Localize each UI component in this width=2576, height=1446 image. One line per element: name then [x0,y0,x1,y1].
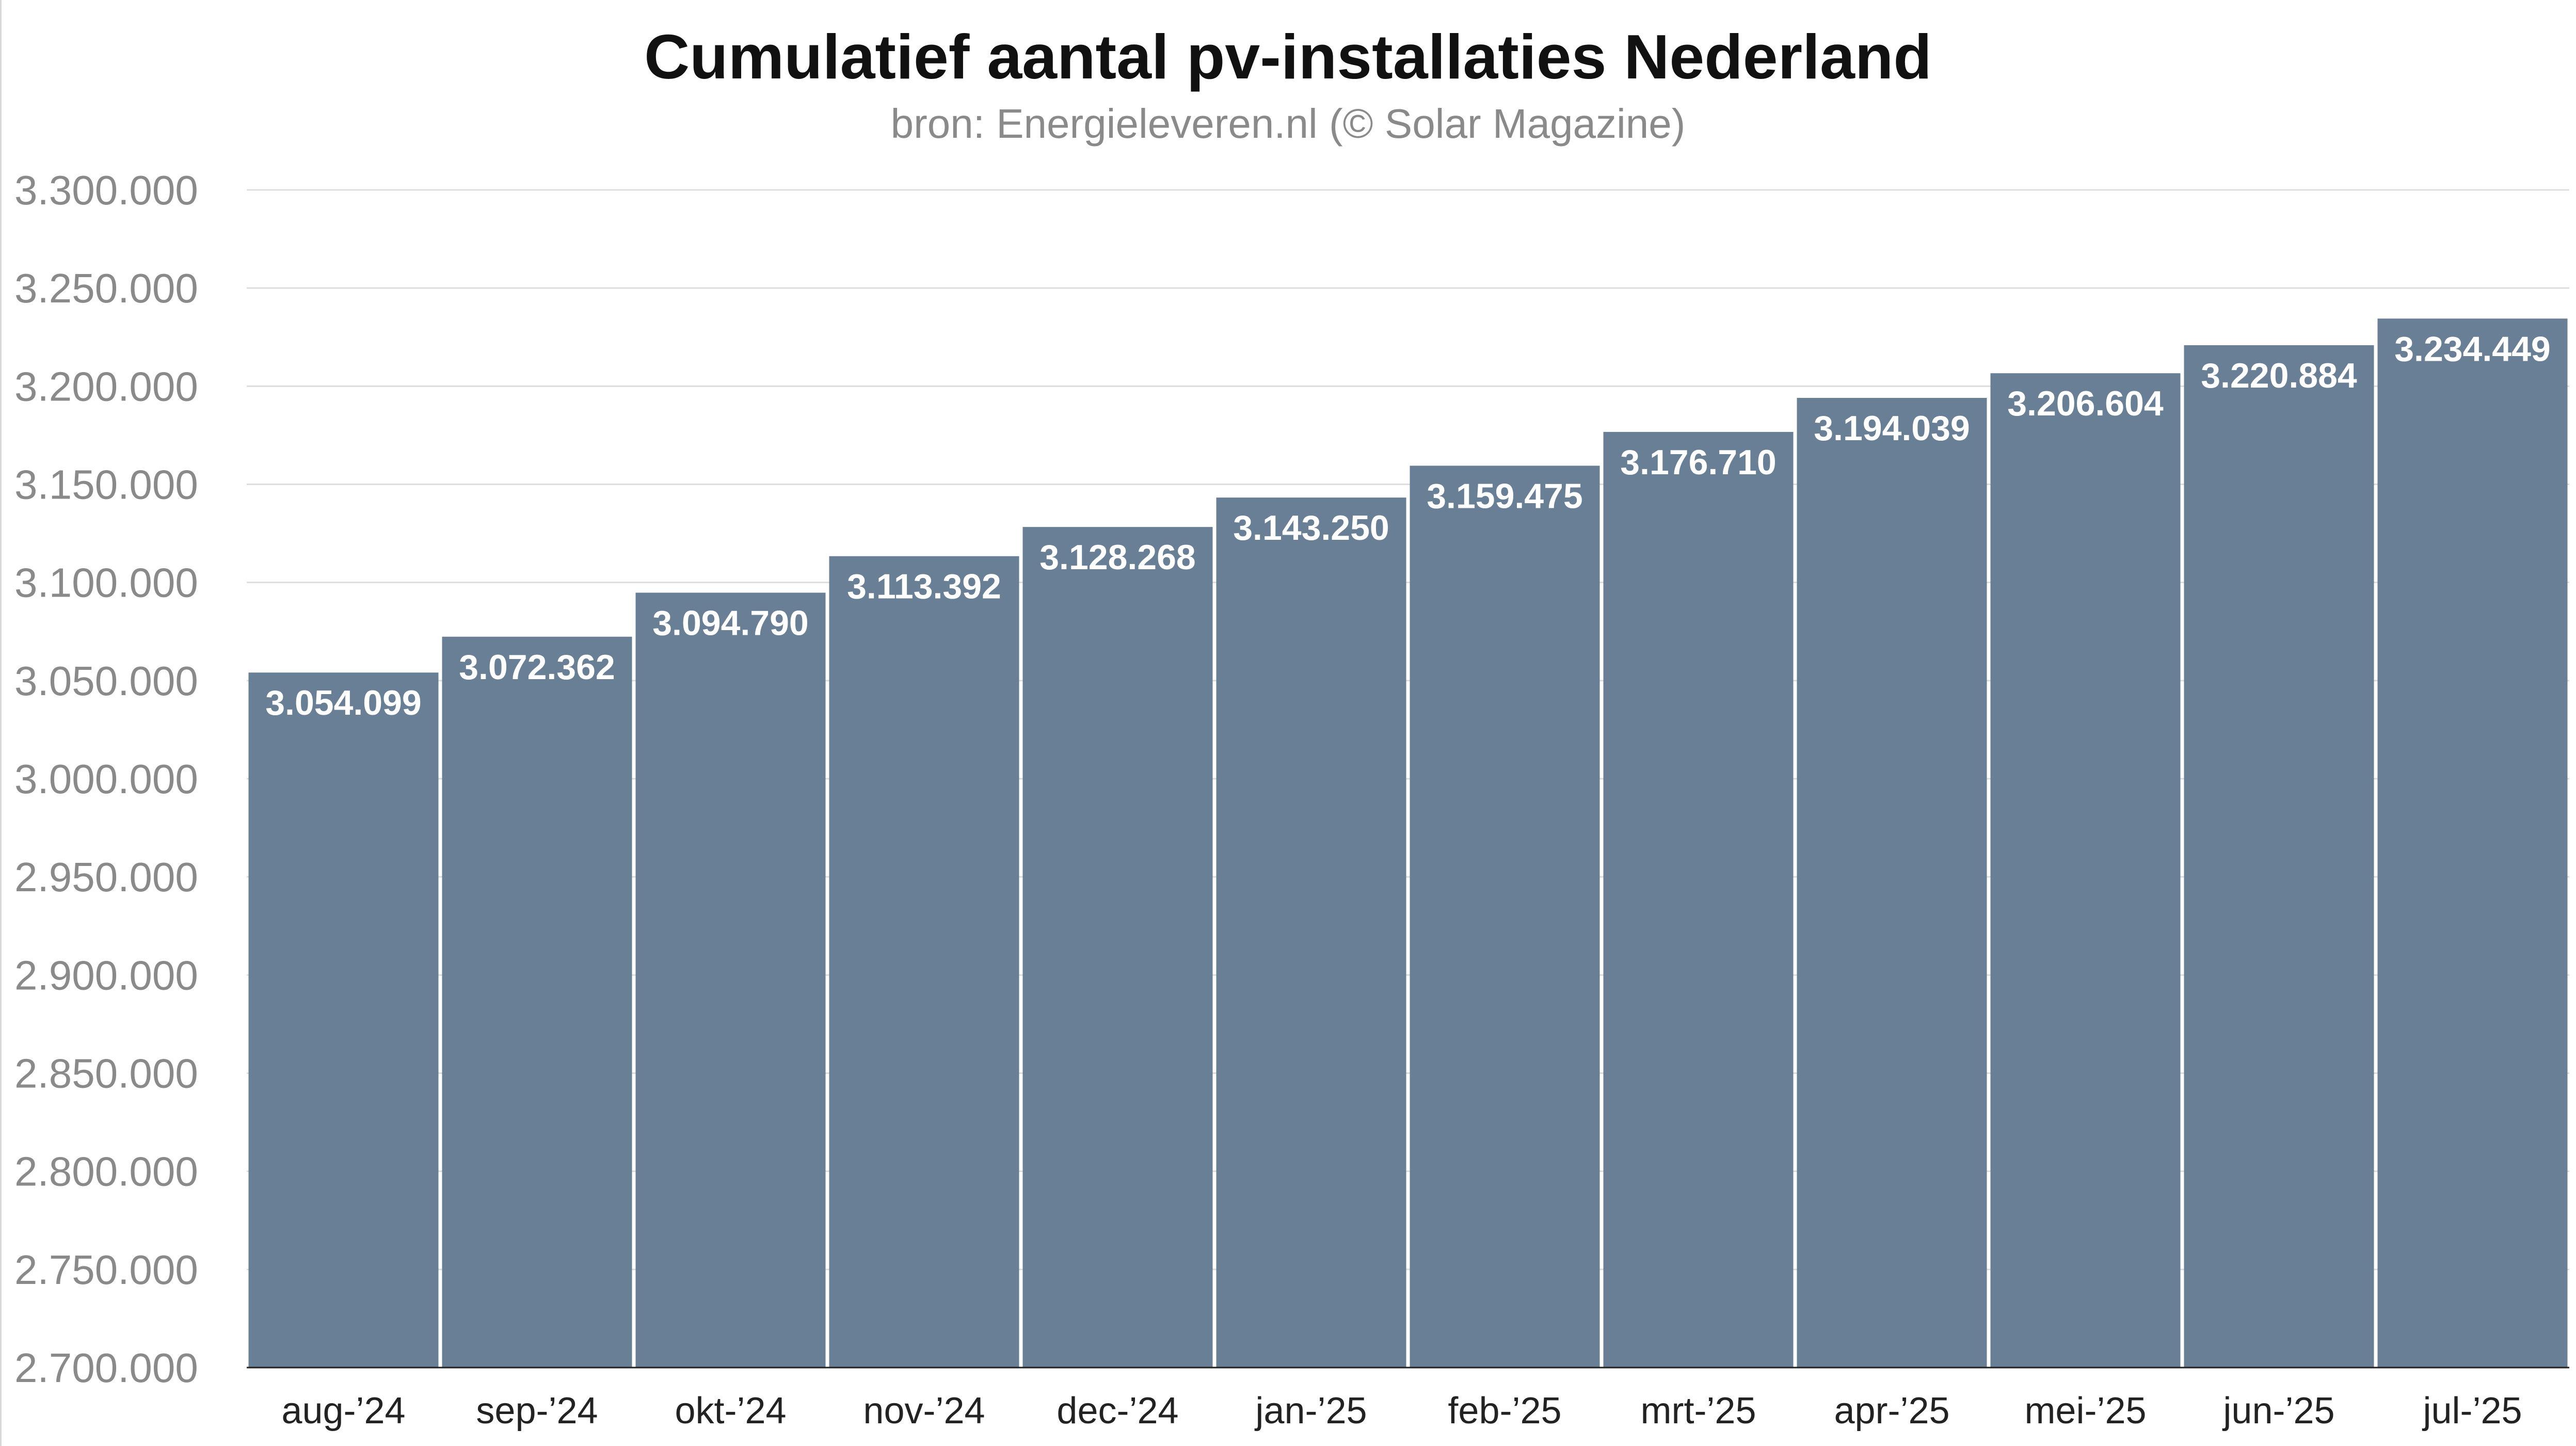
x-tick-label: mrt-’25 [1640,1390,1756,1432]
y-tick-label: 3.100.000 [14,560,198,606]
bar [2377,318,2568,1368]
bar [829,556,1019,1368]
y-tick-label: 2.900.000 [14,952,198,998]
data-label: 3.220.884 [2201,356,2357,395]
y-tick-label: 2.850.000 [14,1051,198,1097]
bar [1410,465,1600,1368]
chart-title: Cumulatief aantal pv-installaties Nederl… [644,22,1932,92]
chart-subtitle: bron: Energieleveren.nl (© Solar Magazin… [890,101,1686,147]
bar [2184,345,2374,1368]
data-label: 3.159.475 [1427,476,1583,516]
data-label: 3.206.604 [2007,384,2164,423]
bar [1990,373,2181,1368]
y-axis-ticks: 2.700.000 2.750.000 2.800.000 2.850.000 2.90… [14,167,198,1391]
data-labels: 3.054.099 3.072.362 3.094.790 3.113.392 3.12… [265,329,2551,722]
data-label: 3.128.268 [1039,538,1196,577]
data-label: 3.176.710 [1620,443,1777,482]
data-label: 3.054.099 [265,683,422,722]
y-tick-label: 2.700.000 [14,1345,198,1391]
data-label: 3.094.790 [652,603,809,642]
y-tick-label: 3.300.000 [14,167,198,213]
x-tick-label: jul-’25 [2422,1390,2522,1432]
bar [635,592,826,1368]
y-tick-label: 3.150.000 [14,462,198,508]
x-tick-label: aug-’24 [281,1390,405,1432]
gridlines [247,189,2569,1271]
bar [1216,497,1406,1368]
bar [1797,398,1987,1368]
x-tick-label: apr-’25 [1834,1390,1949,1432]
data-label: 3.113.392 [847,567,1001,606]
data-label: 3.194.039 [1814,409,1970,448]
data-label: 3.143.250 [1233,508,1389,548]
y-tick-label: 3.250.000 [14,265,198,311]
x-tick-label: feb-’25 [1448,1390,1561,1432]
x-tick-label: okt-’24 [675,1390,786,1432]
y-tick-label: 3.200.000 [14,363,198,409]
y-tick-label: 3.000.000 [14,756,198,802]
y-tick-label: 2.750.000 [14,1247,198,1293]
bar [442,636,632,1368]
x-tick-label: mei-’25 [2024,1390,2146,1432]
x-tick-label: dec-’24 [1057,1390,1178,1432]
y-tick-label: 3.050.000 [14,658,198,704]
x-tick-label: jun-’25 [2222,1390,2334,1432]
x-axis-ticks: aug-’24 sep-’24 okt-’24 nov-’24 dec-’24 jan-’… [281,1390,2522,1432]
x-tick-label: jan-’25 [1254,1390,1367,1432]
x-tick-label: nov-’24 [863,1390,985,1432]
data-label: 3.072.362 [459,648,615,687]
x-tick-label: sep-’24 [476,1390,598,1432]
y-tick-label: 2.800.000 [14,1149,198,1195]
bars [248,318,2568,1368]
y-tick-label: 2.950.000 [14,854,198,900]
bar [1022,527,1213,1368]
data-label: 3.234.449 [2394,329,2551,368]
bar [248,672,439,1368]
bar [1603,431,1794,1368]
